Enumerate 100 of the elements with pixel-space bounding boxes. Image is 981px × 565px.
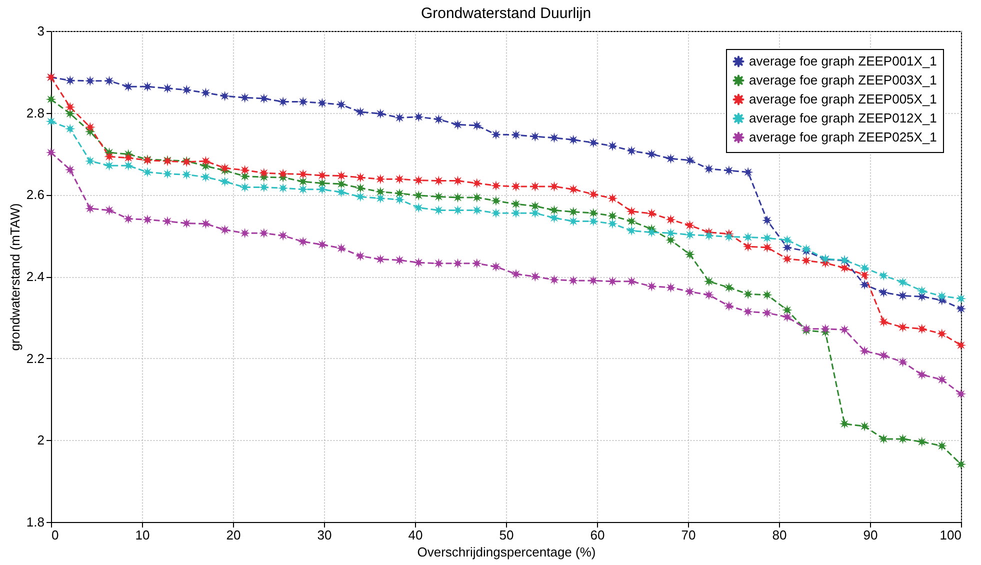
y-tick-label: 2.8 [26, 105, 44, 120]
point [762, 308, 772, 318]
x-axis-title: Overschrijdingspercentage (%) [417, 544, 596, 560]
point [839, 324, 850, 335]
point [433, 191, 444, 202]
point [530, 271, 540, 282]
point [936, 328, 948, 340]
point [200, 172, 211, 182]
x-tick-label: 70 [681, 528, 696, 542]
legend-label: average foe graph ZEEP025X_1 [749, 130, 937, 144]
chart-title: Grondwaterstand Duurlijn [420, 5, 592, 22]
point [433, 204, 444, 216]
point [104, 76, 114, 86]
point [530, 181, 540, 192]
point [548, 274, 560, 286]
point [665, 153, 676, 164]
point [490, 129, 502, 140]
point [413, 175, 424, 186]
point [684, 230, 696, 240]
point [684, 220, 696, 231]
point [336, 243, 347, 254]
point [258, 228, 270, 238]
point [704, 230, 714, 241]
point [336, 186, 347, 198]
point [181, 169, 192, 180]
point [859, 262, 870, 274]
y-tick-label: 2 [37, 432, 44, 448]
point [665, 214, 676, 225]
point [220, 176, 230, 187]
point [626, 225, 637, 236]
point [84, 156, 96, 166]
point [782, 312, 792, 322]
point [240, 164, 250, 176]
point [375, 174, 386, 184]
x-tick-label: 40 [408, 528, 423, 542]
point [916, 436, 928, 448]
point [490, 196, 502, 206]
point [46, 116, 56, 127]
point [394, 194, 405, 205]
point [956, 388, 966, 400]
point [568, 134, 579, 146]
point [316, 98, 328, 108]
point [588, 216, 599, 227]
point [355, 250, 366, 262]
point [510, 130, 522, 140]
point [916, 286, 928, 296]
point [413, 202, 424, 214]
point [490, 261, 502, 272]
point [724, 165, 734, 176]
point [801, 255, 812, 266]
point [413, 112, 424, 122]
point [123, 160, 134, 171]
point [859, 270, 870, 280]
point [298, 168, 308, 180]
point [181, 84, 192, 96]
point [510, 208, 522, 218]
point [878, 350, 889, 361]
point [316, 239, 328, 250]
point [626, 216, 637, 227]
point [46, 147, 56, 158]
point [298, 184, 308, 195]
point [472, 120, 482, 131]
point [258, 168, 270, 178]
y-axis-title: grondwaterstand (mTAW) [7, 203, 22, 351]
legend-label: average foe graph ZEEP005X_1 [749, 92, 937, 106]
point [607, 140, 618, 152]
point [64, 124, 76, 134]
point [240, 228, 250, 238]
point [510, 198, 522, 210]
point [220, 224, 230, 236]
point [64, 108, 76, 119]
point [142, 81, 153, 92]
y-tick-label: 3 [37, 24, 44, 38]
point [64, 164, 76, 175]
point [548, 132, 560, 144]
point [626, 146, 637, 156]
point [859, 421, 870, 432]
point [452, 258, 464, 269]
point [588, 208, 599, 218]
x-tick-label: 0 [52, 528, 59, 542]
x-tick-label: 50 [499, 528, 514, 542]
point [355, 191, 366, 202]
point [394, 174, 405, 184]
point [162, 216, 173, 227]
point [704, 164, 714, 174]
point [646, 227, 657, 238]
point [64, 102, 76, 112]
legend-label: average foe graph ZEEP003X_1 [749, 72, 937, 88]
point [433, 114, 444, 125]
point [916, 324, 928, 334]
y-tick-label: 2.4 [26, 269, 44, 284]
point [646, 281, 657, 292]
point [548, 204, 560, 216]
point [646, 208, 657, 219]
point [742, 306, 754, 317]
point [607, 210, 618, 222]
point [104, 204, 114, 216]
point [84, 122, 96, 132]
point [278, 182, 288, 194]
point [878, 287, 889, 298]
